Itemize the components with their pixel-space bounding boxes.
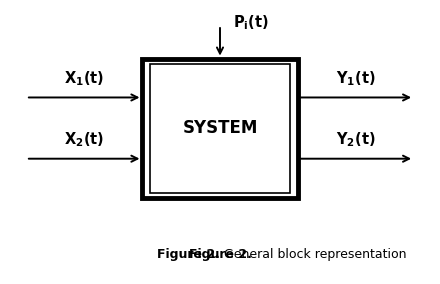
Text: SYSTEM: SYSTEM bbox=[182, 119, 258, 137]
Bar bbox=[150, 64, 290, 193]
Text: General block representation: General block representation bbox=[220, 248, 407, 261]
Text: $\mathbf{X_1(t)}$: $\mathbf{X_1(t)}$ bbox=[64, 69, 104, 88]
Text: Figure 2.: Figure 2. bbox=[157, 248, 220, 261]
Text: $\mathbf{X_2(t)}$: $\mathbf{X_2(t)}$ bbox=[64, 130, 104, 149]
Text: Figure 2.: Figure 2. bbox=[189, 248, 251, 261]
Text: $\mathbf{Y_1(t)}$: $\mathbf{Y_1(t)}$ bbox=[336, 69, 376, 88]
Text: $\mathbf{P_i(t)}$: $\mathbf{P_i(t)}$ bbox=[233, 13, 269, 32]
Bar bbox=[143, 59, 297, 198]
Text: $\mathbf{Y_2(t)}$: $\mathbf{Y_2(t)}$ bbox=[336, 130, 376, 149]
